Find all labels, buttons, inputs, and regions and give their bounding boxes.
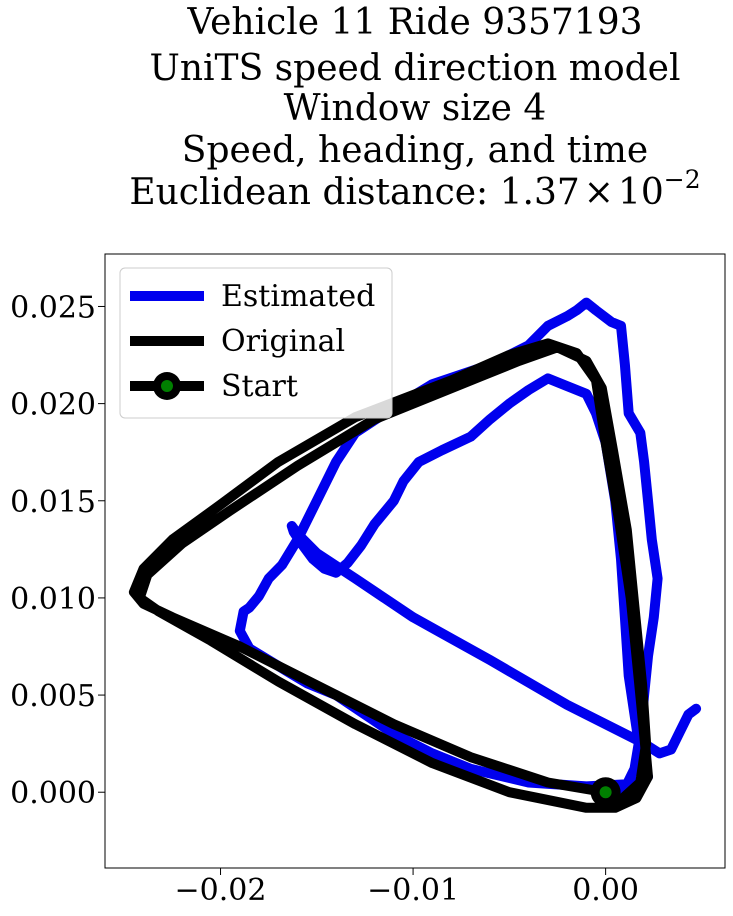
x-tick-label: 0.00 [572,873,639,908]
title-exponent: −2 [664,165,701,194]
y-tick-label: 0.010 [10,582,96,617]
title-times: × [584,172,614,213]
title-mantissa: 1.37 [500,172,580,213]
chart-title: Vehicle 11 Ride 9357193 UniTS speed dire… [129,2,700,213]
y-tick-label: 0.025 [10,290,96,325]
start-marker-inner [599,786,612,799]
x-axis: −0.02 −0.01 0.00 [175,868,639,908]
legend: Estimated Original Start [119,267,393,419]
y-tick-label: 0.020 [10,388,96,423]
title-distance-label: Euclidean distance: [129,172,499,213]
plot-series [128,297,702,813]
legend-start-marker-inner [161,380,173,392]
plot-frame [104,253,726,869]
x-tick-label: −0.01 [367,873,459,908]
title-line-2: UniTS speed direction model [150,48,681,89]
legend-label-original: Original [221,324,345,359]
title-line-4: Speed, heading, and time [182,130,648,171]
legend-label-start: Start [221,369,298,404]
y-tick-label: 0.015 [10,485,96,520]
title-line-1: Vehicle 11 Ride 9357193 [186,2,642,43]
title-line-3: Window size 4 [284,88,547,129]
legend-label-estimated: Estimated [221,279,375,314]
legend-box [119,267,393,419]
y-tick-label: 0.000 [10,776,96,811]
x-tick-label: −0.02 [175,873,267,908]
y-axis: 0.000 0.005 0.010 0.015 0.020 0.025 [10,290,105,811]
series-line-original [128,338,653,813]
y-tick-label: 0.005 [10,679,96,714]
start-layer [590,777,621,808]
series-line-estimated [234,297,702,805]
title-base: 10 [618,172,664,213]
title-line-5: Euclidean distance: 1.37 × 10−2 [129,165,700,213]
